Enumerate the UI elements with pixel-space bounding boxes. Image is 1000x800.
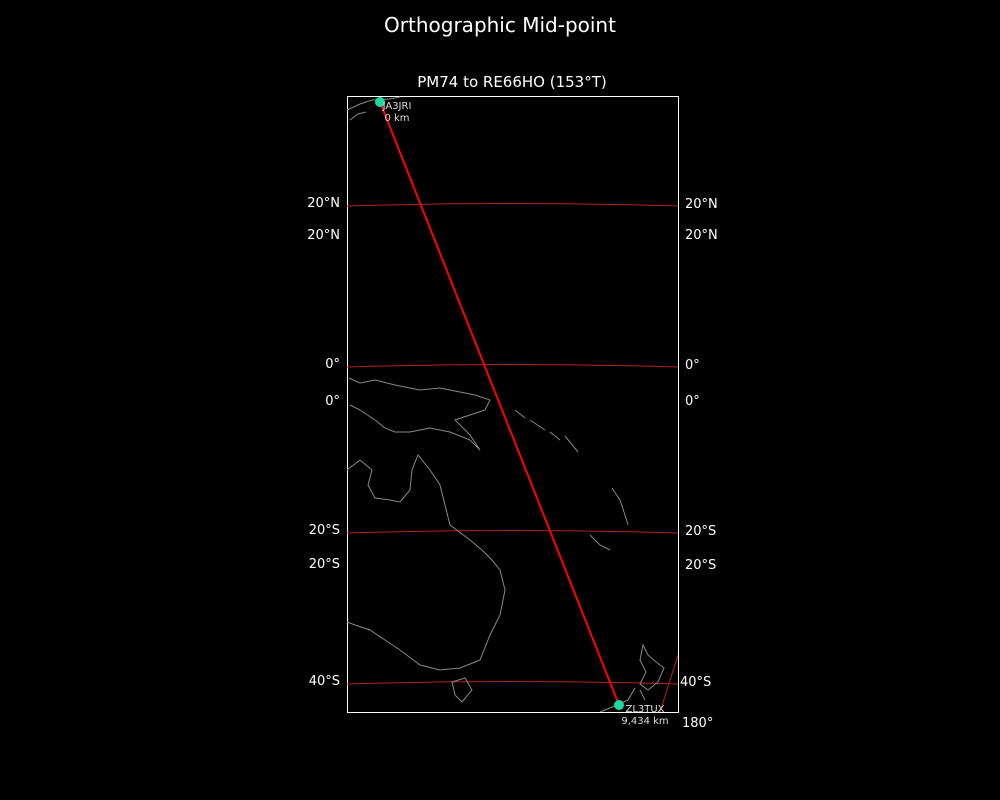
lat-label-right: 0° — [685, 394, 700, 409]
meridian-180 — [659, 654, 678, 712]
coast-new-caledonia — [589, 534, 611, 551]
station-distance: 0 km — [384, 113, 410, 124]
map-subtitle: PM74 to RE66HO (153°T) — [417, 73, 607, 91]
coast-japan — [347, 96, 401, 121]
lat-label-left: 20°N — [307, 228, 340, 243]
lon-label: 180° — [682, 716, 714, 731]
station-call: JA3JRI — [382, 101, 412, 112]
lat-label-right: 20°S — [685, 558, 717, 573]
lat-label-left: 40°S — [308, 674, 340, 689]
graticule — [347, 203, 678, 712]
lat-label-right: 20°S — [685, 524, 717, 539]
station-distance: 9,434 km — [621, 716, 669, 727]
lat-label-left: 20°S — [308, 557, 340, 572]
lat-label-right: 0° — [685, 358, 700, 373]
coast-vanuatu — [611, 487, 629, 526]
coast-tasmania — [451, 677, 473, 703]
parallel-20s — [347, 530, 678, 534]
lat-label-right: 40°S — [680, 675, 712, 690]
coastlines — [347, 96, 665, 712]
coast-solomons — [514, 409, 579, 453]
parallel-20n — [347, 203, 678, 207]
coast-australia — [347, 454, 506, 671]
map-frame — [347, 96, 679, 713]
parallel-0 — [347, 364, 678, 368]
lat-label-right: 20°N — [685, 197, 718, 212]
lat-label-right: 20°N — [685, 228, 718, 243]
station-marker-zl3tux — [614, 700, 624, 710]
station-label-ja3jri: JA3JRI 0 km — [372, 101, 422, 125]
figure-title: Orthographic Mid-point — [384, 13, 616, 37]
parallel-40s — [347, 681, 678, 685]
lat-label-left: 0° — [325, 394, 340, 409]
lat-label-left: 20°S — [308, 523, 340, 538]
great-circle-path — [379, 101, 620, 706]
station-marker-ja3jri — [375, 97, 385, 107]
lat-label-left: 0° — [325, 357, 340, 372]
coast-new-zealand-north — [639, 643, 665, 691]
station-call: ZL3TUX — [625, 704, 665, 715]
lat-label-left: 20°N — [307, 196, 340, 211]
station-label-zl3tux: ZL3TUX 9,434 km — [612, 704, 678, 728]
coast-new-guinea — [348, 377, 491, 451]
